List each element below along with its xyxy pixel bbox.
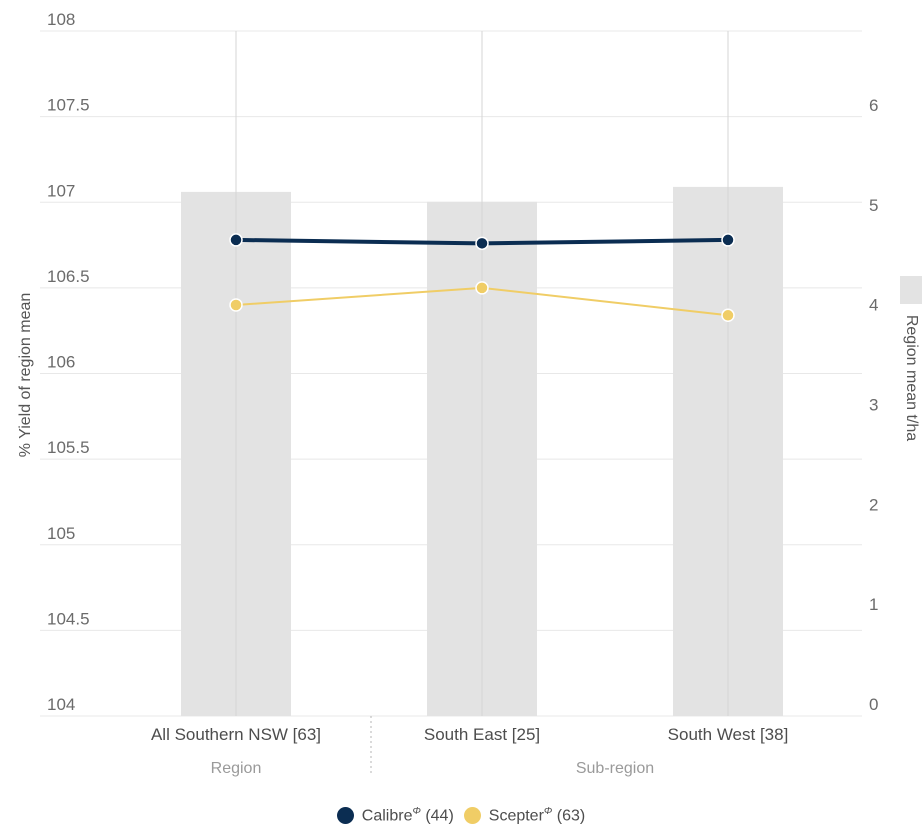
legend-label-scepter: ScepterΦ (63) [488, 806, 586, 825]
point-scepter[interactable] [475, 281, 489, 295]
y-tick-label: 105.5 [47, 438, 90, 457]
x-category-label: South West [38] [668, 725, 789, 744]
legend-item-calibre[interactable]: CalibreΦ (44) [336, 806, 454, 825]
point-calibre[interactable] [229, 233, 243, 247]
point-calibre[interactable] [475, 236, 489, 251]
legend-item-scepter[interactable]: ScepterΦ (63) [463, 806, 586, 825]
y-tick-label: 104.5 [47, 609, 90, 628]
y2-tick-label: 3 [869, 396, 878, 415]
x-category-label: South East [25] [424, 725, 540, 744]
y2-tick-label: 0 [869, 695, 878, 714]
y-tick-label: 107.5 [47, 96, 90, 115]
y-tick-label: 104 [47, 695, 75, 714]
y-tick-label: 106 [47, 353, 75, 372]
legend: CalibreΦ (44) ScepterΦ (63) [0, 804, 922, 828]
point-scepter[interactable] [229, 298, 243, 312]
y2-tick-label: 5 [869, 196, 878, 215]
y-tick-label: 105 [47, 524, 75, 543]
left-axis-ticks: 104 104.5 105 105.5 106 106.5 107 107.5 108 [47, 10, 90, 714]
legend-swatch-scepter [463, 807, 481, 825]
group-label: Sub-region [576, 760, 654, 777]
y-tick-label: 107 [47, 181, 75, 200]
y2-tick-label: 2 [869, 495, 878, 514]
bars [181, 31, 783, 717]
y-tick-label: 106.5 [47, 267, 90, 286]
y2-tick-label: 6 [869, 96, 878, 115]
series-lines [229, 233, 735, 323]
y-axis-title: % Yield of region mean [17, 293, 34, 458]
y2-axis-title: Region mean t/ha [903, 315, 920, 441]
y2-tick-label: 4 [869, 296, 878, 315]
y-tick-label: 108 [47, 10, 75, 29]
legend-swatch-calibre [336, 807, 354, 825]
point-scepter[interactable] [721, 308, 735, 323]
y2-tick-label: 1 [869, 595, 878, 614]
group-labels: Region Sub-region [211, 716, 654, 777]
group-label: Region [211, 760, 262, 777]
legend-label-calibre: CalibreΦ (44) [361, 806, 454, 825]
category-labels: All Southern NSW [63] South East [25] Sout… [151, 725, 788, 744]
right-axis-ticks: 0 1 2 3 4 5 6 [869, 96, 878, 714]
point-calibre[interactable] [721, 233, 735, 247]
right-axis-tab [900, 276, 922, 304]
x-category-label: All Southern NSW [63] [151, 725, 321, 744]
